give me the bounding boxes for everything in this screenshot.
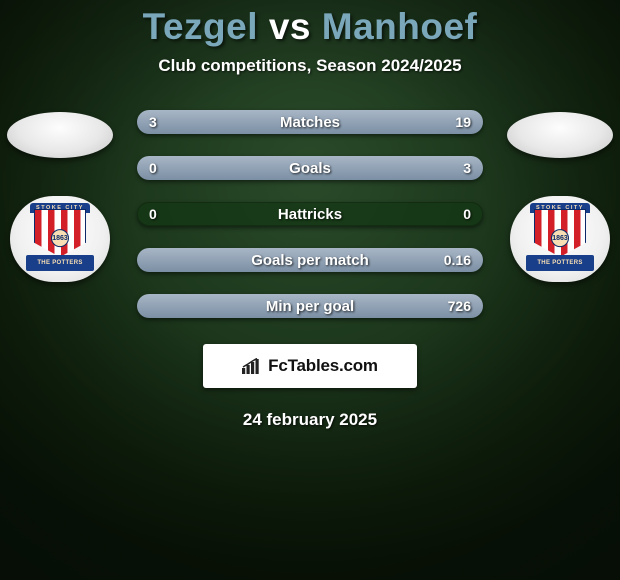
stat-value-right: 0.16: [444, 248, 471, 272]
stat-value-left: 0: [149, 202, 157, 226]
stat-label: Hattricks: [278, 206, 342, 223]
stat-value-right: 726: [448, 294, 471, 318]
badge-year-left: 1863: [51, 229, 69, 247]
player-right-column: STOKE CITY 1863 THE POTTERS: [500, 112, 620, 282]
stat-label: Goals: [289, 160, 331, 177]
brand-box[interactable]: FcTables.com: [203, 344, 417, 388]
shield-icon: STOKE CITY 1863 THE POTTERS: [524, 203, 596, 275]
shield-icon: STOKE CITY 1863 THE POTTERS: [24, 203, 96, 275]
badge-year-right: 1863: [551, 229, 569, 247]
content-wrapper: Tezgel vs Manhoef Club competitions, Sea…: [0, 0, 620, 580]
date-label: 24 february 2025: [243, 410, 377, 430]
comparison-title: Tezgel vs Manhoef: [143, 6, 478, 48]
title-player2: Manhoef: [322, 6, 478, 47]
stat-value-left: 3: [149, 110, 157, 134]
stat-value-right: 19: [455, 110, 471, 134]
stat-row: 0.16 Goals per match: [137, 248, 483, 272]
club-badge-left: STOKE CITY 1863 THE POTTERS: [10, 196, 110, 282]
stat-value-left: 0: [149, 156, 157, 180]
stat-value-right: 3: [463, 156, 471, 180]
stat-label: Goals per match: [251, 252, 369, 269]
player-left-column: STOKE CITY 1863 THE POTTERS: [0, 112, 120, 282]
stat-row: 0 0 Hattricks: [137, 202, 483, 226]
avatar-left: [7, 112, 113, 158]
badge-motto-left: THE POTTERS: [37, 260, 82, 266]
stat-row: 0 3 Goals: [137, 156, 483, 180]
stat-row: 726 Min per goal: [137, 294, 483, 318]
stat-label: Min per goal: [266, 298, 354, 315]
bar-chart-icon: [242, 358, 262, 374]
brand-text: FcTables.com: [268, 356, 378, 376]
stat-row: 3 19 Matches: [137, 110, 483, 134]
title-vs: vs: [269, 6, 311, 47]
avatar-right: [507, 112, 613, 158]
title-player1: Tezgel: [143, 6, 258, 47]
club-badge-right: STOKE CITY 1863 THE POTTERS: [510, 196, 610, 282]
stat-fill-left: [137, 110, 184, 134]
stat-value-right: 0: [463, 202, 471, 226]
stat-label: Matches: [280, 114, 340, 131]
badge-motto-right: THE POTTERS: [537, 260, 582, 266]
subtitle: Club competitions, Season 2024/2025: [158, 56, 461, 76]
